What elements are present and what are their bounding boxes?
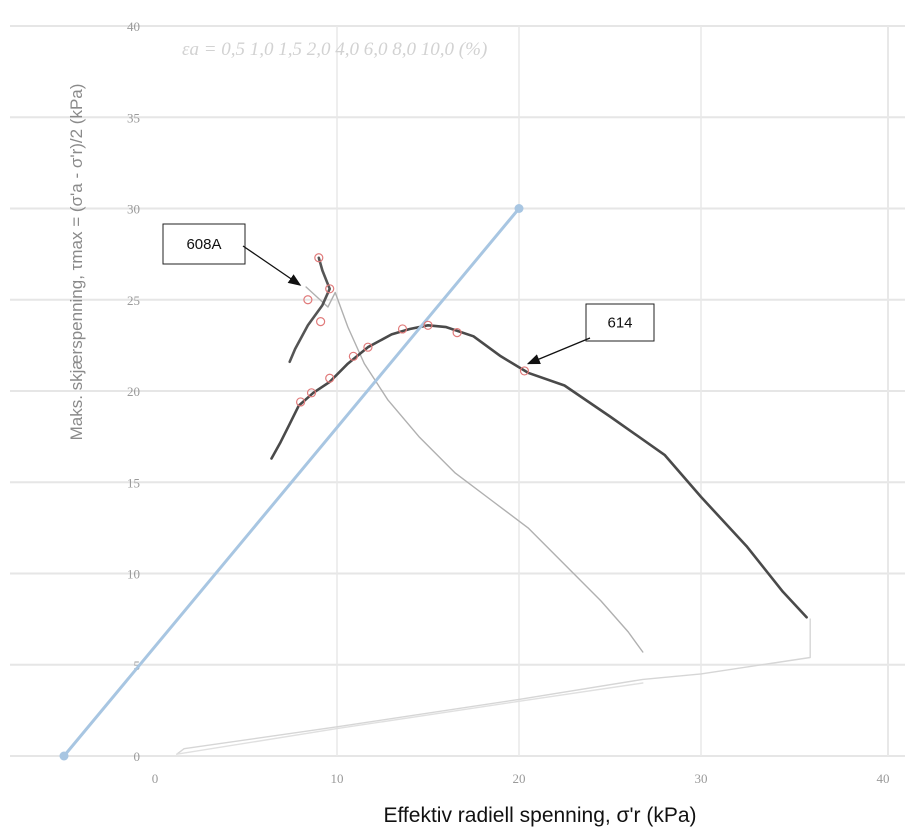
annotation-arrow: [242, 245, 302, 286]
series-line: [176, 682, 644, 755]
strain-label: εa = 0,5 1,0 1,5 2,0 4,0 6,0 8,0 10,0 (%…: [182, 39, 487, 60]
y-tick-label: 10: [127, 567, 140, 582]
failure-line-endpoint: [59, 751, 69, 761]
series-line: [288, 256, 332, 364]
y-tick-label: 35: [127, 110, 140, 125]
y-tick-label: 0: [134, 749, 141, 764]
strain-marker: [423, 320, 433, 330]
series-line: [305, 286, 644, 653]
x-tick-labels: 0 10 20 30 40: [152, 771, 890, 786]
chart-series: [59, 204, 811, 761]
annotation-label: 608A: [186, 236, 221, 253]
y-tick-label: 15: [127, 475, 140, 490]
annotation-callout: 614: [526, 303, 655, 365]
strain-markers: [296, 253, 530, 407]
annotation-label: 614: [607, 315, 632, 332]
strain-marker: [303, 295, 313, 305]
series-line: [270, 323, 808, 619]
y-tick-label: 20: [127, 384, 140, 399]
annotation-arrow: [526, 337, 591, 365]
failure-line-endpoint: [514, 204, 524, 213]
strain-marker: [296, 397, 306, 407]
series-line: [62, 207, 521, 758]
x-tick-label: 0: [152, 771, 159, 786]
y-tick-labels: 0 5 10 15 20 25 30 35 40: [127, 19, 140, 764]
x-tick-label: 20: [513, 771, 526, 786]
annotation-box: [585, 303, 655, 342]
strain-marker: [452, 328, 462, 338]
strain-marker: [325, 284, 335, 294]
strain-marker: [348, 351, 358, 361]
y-tick-label: 5: [134, 658, 141, 673]
strain-marker: [314, 253, 324, 263]
x-tick-label: 30: [695, 771, 708, 786]
annotation-callout: 608A: [162, 223, 302, 286]
strain-marker: [397, 324, 408, 334]
y-tick-label: 40: [127, 19, 140, 34]
strain-marker: [363, 342, 373, 352]
x-tick-label: 10: [331, 771, 344, 786]
strain-marker: [325, 373, 335, 383]
y-tick-label: 30: [127, 202, 140, 217]
y-axis-label: Maks. skjærspenning, τmax = (σ'a - σ'r)/…: [67, 84, 86, 441]
strain-marker: [316, 317, 326, 327]
annotations: 608A 614: [162, 223, 655, 365]
strain-marker: [519, 366, 530, 376]
y-tick-label: 25: [127, 293, 140, 308]
x-tick-label: 40: [877, 771, 890, 786]
series-line: [176, 618, 811, 755]
x-axis-label: Effektiv radiell spenning, σ'r (kPa): [383, 804, 696, 827]
annotation-box: [162, 223, 246, 265]
strain-marker: [306, 388, 317, 398]
chart-grid: [10, 25, 905, 757]
